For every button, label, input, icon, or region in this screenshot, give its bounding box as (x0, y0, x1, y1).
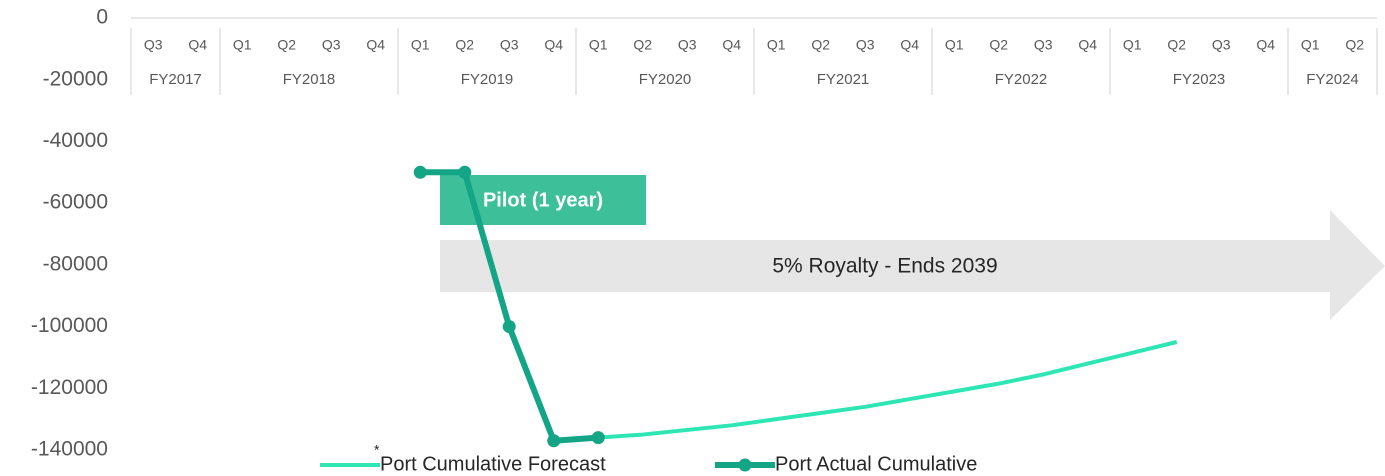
x-tick-label: Q1 (945, 37, 964, 53)
x-tick-label: Q3 (500, 37, 519, 53)
series-line (553, 340, 1178, 443)
x-tick-label: Q4 (544, 37, 563, 53)
x-tick-label: Q3 (322, 37, 341, 53)
x-tick-label: Q1 (589, 37, 608, 53)
group-label: FY2018 (283, 71, 336, 88)
y-tick-label: 0 (96, 6, 108, 29)
group-label: FY2017 (149, 71, 202, 88)
legend-label: Port Cumulative Forecast (380, 453, 606, 475)
x-tick-label: Q1 (233, 37, 252, 53)
group-label: FY2020 (639, 71, 692, 88)
y-tick-label: -80000 (43, 252, 108, 275)
x-tick-label: Q2 (455, 37, 474, 53)
x-tick-label: Q3 (1034, 37, 1053, 53)
x-tick-label: Q3 (1212, 37, 1231, 53)
y-tick-label: -20000 (43, 67, 108, 90)
x-tick-label: Q1 (1301, 37, 1320, 53)
legend-mark: * (374, 442, 380, 458)
x-tick-label: Q1 (1123, 37, 1142, 53)
arrow (440, 210, 1385, 320)
x-tick-label: Q2 (633, 37, 652, 53)
legend-marker (738, 458, 752, 472)
x-tick-label: Q4 (188, 37, 207, 53)
marker (413, 165, 427, 179)
marker (458, 165, 472, 179)
y-tick-label: -40000 (43, 129, 108, 152)
legend-label: Port Actual Cumulative (775, 453, 977, 475)
x-tick-label: Q4 (900, 37, 919, 53)
x-tick-label: Q4 (1078, 37, 1097, 53)
y-tick-label: -60000 (43, 191, 108, 214)
marker (502, 320, 516, 334)
group-label: FY2023 (1173, 71, 1226, 88)
x-tick-label: Q2 (1167, 37, 1186, 53)
x-tick-label: Q3 (678, 37, 697, 53)
group-label: FY2024 (1306, 71, 1359, 88)
x-tick-label: Q3 (144, 37, 163, 53)
annotation: Pilot (1 year) (483, 189, 603, 211)
x-tick-label: Q1 (411, 37, 430, 53)
x-tick-label: Q3 (856, 37, 875, 53)
x-tick-label: Q4 (1256, 37, 1275, 53)
x-tick-label: Q2 (811, 37, 830, 53)
group-label: FY2022 (995, 71, 1048, 88)
group-label: FY2021 (817, 71, 870, 88)
annotation: 5% Royalty - Ends 2039 (772, 255, 997, 278)
y-tick-label: -100000 (31, 314, 108, 337)
group-label: FY2019 (461, 71, 514, 88)
marker (591, 431, 605, 445)
x-tick-label: Q1 (767, 37, 786, 53)
marker (547, 434, 561, 448)
x-tick-label: Q2 (989, 37, 1008, 53)
x-tick-label: Q2 (277, 37, 296, 53)
y-tick-label: -140000 (31, 438, 108, 461)
x-tick-label: Q4 (722, 37, 741, 53)
x-tick-label: Q4 (366, 37, 385, 53)
y-tick-label: -120000 (31, 376, 108, 399)
x-tick-label: Q2 (1345, 37, 1364, 53)
